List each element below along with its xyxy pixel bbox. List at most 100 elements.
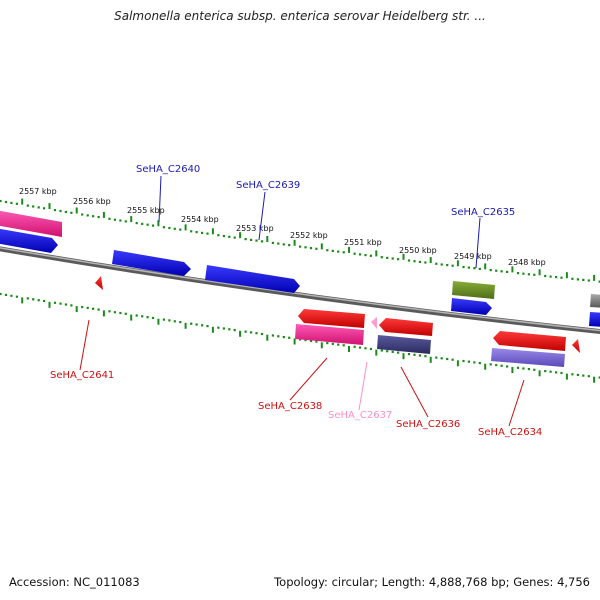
- minor-tick: [282, 336, 285, 339]
- minor-tick: [15, 202, 18, 205]
- minor-tick: [233, 236, 236, 239]
- minor-tick: [0, 292, 2, 296]
- gene-arrow-seha-c2635[interactable]: [451, 298, 492, 315]
- minor-tick: [397, 351, 400, 354]
- minor-tick: [201, 324, 204, 327]
- minor-tick: [315, 340, 318, 343]
- gene-arrow-seha-c2634[interactable]: [491, 348, 565, 367]
- minor-tick: [53, 209, 57, 212]
- major-tick: [157, 220, 160, 227]
- minor-tick: [37, 299, 40, 302]
- minor-tick: [576, 373, 579, 376]
- minor-tick: [522, 367, 525, 370]
- scale-label: 2548 kbp: [508, 258, 546, 267]
- minor-tick: [113, 218, 116, 221]
- gene-arrow-blue-left[interactable]: [0, 228, 58, 253]
- minor-tick: [424, 355, 427, 358]
- gene-arrow-seha-c2640[interactable]: [112, 250, 191, 276]
- minor-tick: [81, 306, 84, 309]
- minor-tick: [0, 199, 2, 203]
- minor-tick: [462, 359, 465, 363]
- major-tick: [293, 239, 296, 246]
- minor-tick: [337, 250, 340, 253]
- major-tick: [75, 207, 78, 214]
- minor-tick: [151, 224, 155, 227]
- minor-tick: [97, 216, 100, 219]
- gene-arrow-olive[interactable]: [452, 281, 495, 299]
- map-title: Salmonella enterica subsp. enterica sero…: [114, 9, 486, 23]
- minor-tick: [206, 325, 209, 328]
- minor-tick: [92, 307, 95, 310]
- minor-tick: [473, 361, 476, 364]
- gene-arrow-seha-c2634-red[interactable]: [493, 331, 566, 351]
- major-tick: [75, 306, 78, 313]
- minor-tick: [59, 209, 62, 213]
- gene-label-seha-c2635[interactable]: SeHA_C2635: [451, 207, 515, 218]
- scale-label: 2551 kbp: [344, 238, 382, 247]
- scale-label: 2554 kbp: [181, 215, 219, 224]
- minor-tick: [582, 278, 585, 281]
- minor-tick: [418, 354, 421, 357]
- minor-tick: [162, 318, 165, 321]
- gene-arrow-seha-c2638[interactable]: [295, 324, 364, 345]
- major-tick: [511, 266, 514, 273]
- gene-arrow-gray-right[interactable]: [590, 294, 600, 308]
- gene-arrow-blue-right[interactable]: [589, 312, 600, 327]
- minor-tick: [282, 243, 285, 246]
- gene-arrow-seha-c2636-red[interactable]: [379, 318, 433, 336]
- gene-label-seha-c2639[interactable]: SeHA_C2639: [236, 180, 300, 191]
- minor-tick: [190, 230, 193, 233]
- minor-tick: [92, 215, 95, 218]
- major-tick: [538, 370, 541, 377]
- minor-tick: [108, 310, 111, 313]
- minor-tick: [233, 329, 236, 332]
- gene-label-seha-c2634[interactable]: SeHA_C2634: [478, 427, 542, 438]
- minor-tick: [418, 260, 421, 263]
- major-tick: [456, 360, 459, 367]
- minor-tick: [500, 364, 503, 367]
- gene-label-seha-c2638[interactable]: SeHA_C2638: [258, 401, 322, 412]
- gene-arrow-pink-left[interactable]: [0, 210, 62, 237]
- major-tick: [511, 367, 514, 373]
- genome-backbone: [0, 246, 600, 334]
- minor-tick: [277, 242, 280, 245]
- scale-label: 2552 kbp: [290, 231, 328, 240]
- minor-tick: [598, 280, 600, 283]
- minor-tick: [32, 205, 35, 208]
- gene-arrow-seha-c2637[interactable]: [371, 317, 377, 329]
- accession-text: Accession: NC_011083: [9, 575, 140, 589]
- major-tick: [565, 373, 568, 380]
- minor-tick: [342, 251, 345, 254]
- major-tick: [484, 363, 487, 370]
- minor-tick: [37, 206, 40, 209]
- major-tick: [211, 326, 214, 333]
- minor-tick: [506, 365, 509, 368]
- major-tick: [402, 353, 405, 360]
- gene-arrow-seha-c2641[interactable]: [95, 276, 103, 290]
- gene-arrow-seha-c2638-red[interactable]: [298, 309, 365, 328]
- gene-arrow-seha-c2639[interactable]: [205, 265, 300, 293]
- minor-tick: [168, 319, 171, 322]
- major-tick: [320, 342, 323, 349]
- minor-tick: [32, 298, 35, 301]
- summary-text: Topology: circular; Length: 4,888,768 bp…: [274, 575, 590, 589]
- minor-tick: [179, 321, 182, 324]
- major-tick: [293, 338, 296, 345]
- minor-tick: [244, 238, 247, 241]
- gene-label-seha-c2637[interactable]: SeHA_C2637: [328, 410, 392, 421]
- leader-line-seha-c2635: [475, 217, 481, 269]
- minor-tick: [516, 272, 520, 275]
- minor-tick: [201, 231, 204, 234]
- gene-arrow-small-red[interactable]: [572, 339, 580, 353]
- minor-tick: [440, 263, 443, 266]
- minor-tick: [97, 308, 100, 311]
- gene-label-seha-c2640[interactable]: SeHA_C2640: [136, 164, 200, 175]
- gene-label-seha-c2636[interactable]: SeHA_C2636: [396, 419, 460, 430]
- minor-tick: [587, 375, 590, 378]
- gene-arrow-seha-c2636[interactable]: [377, 335, 431, 354]
- gene-label-seha-c2641[interactable]: SeHA_C2641: [50, 370, 114, 381]
- minor-tick: [26, 204, 29, 207]
- minor-tick: [151, 316, 155, 320]
- minor-tick: [304, 339, 307, 342]
